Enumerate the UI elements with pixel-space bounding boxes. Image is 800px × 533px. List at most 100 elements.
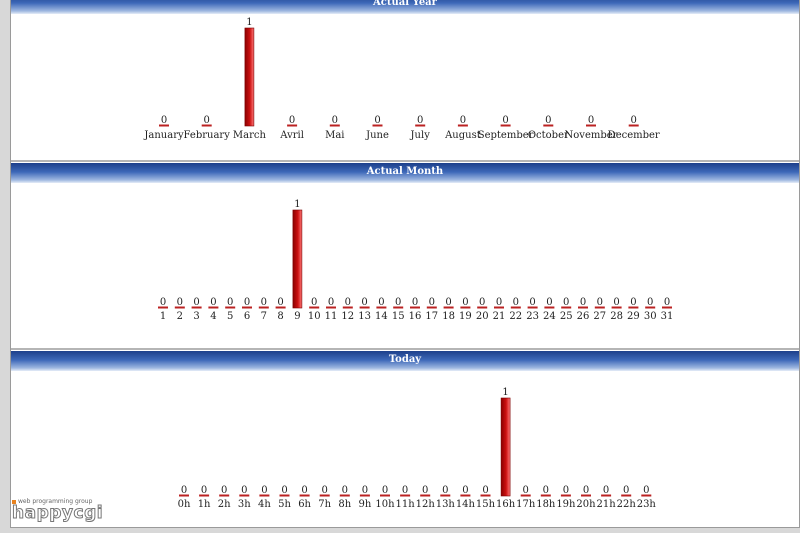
chart-today-value-label: 0 bbox=[322, 485, 328, 496]
chart-today-bar bbox=[319, 494, 330, 497]
chart-today-bar bbox=[641, 494, 652, 497]
chart-year-bar bbox=[244, 27, 255, 127]
chart-month-bar bbox=[393, 306, 404, 309]
chart-month-value-label: 0 bbox=[647, 297, 653, 308]
chart-today-bar bbox=[601, 494, 612, 497]
chart-year-category-label: Mai bbox=[325, 130, 344, 141]
chart-month-bar bbox=[611, 306, 622, 309]
chart-month-value-label: 0 bbox=[210, 297, 216, 308]
chart-month-category-label: 16 bbox=[409, 311, 422, 322]
chart-year-category-label: November bbox=[565, 130, 618, 141]
chart-month-value-label: 0 bbox=[227, 297, 233, 308]
happycgi-logo: web programming group happycgi bbox=[11, 498, 122, 526]
chart-month-value-label: 0 bbox=[277, 297, 283, 308]
chart-month-category-label: 14 bbox=[375, 311, 388, 322]
chart-month-category-label: 3 bbox=[193, 311, 199, 322]
chart-year-category-label: December bbox=[608, 130, 660, 141]
chart-today-category-label: 21h bbox=[597, 499, 617, 510]
chart-year-value-label: 0 bbox=[631, 115, 637, 126]
chart-month-value-label: 0 bbox=[378, 297, 384, 308]
chart-month-value-label: 1 bbox=[294, 199, 300, 210]
chart-month-category-label: 19 bbox=[459, 311, 472, 322]
logo-tagline-text: web programming group bbox=[18, 498, 93, 505]
chart-month-bar bbox=[426, 306, 437, 309]
chart-month-category-label: 31 bbox=[661, 311, 674, 322]
chart-today-bar bbox=[420, 494, 431, 497]
chart-month-category-label: 9 bbox=[294, 311, 300, 322]
chart-month-value-label: 0 bbox=[345, 297, 351, 308]
chart-month-bar bbox=[628, 306, 639, 309]
chart-year-bar bbox=[415, 124, 426, 127]
chart-month-value-label: 0 bbox=[479, 297, 485, 308]
chart-today-bar bbox=[400, 494, 411, 497]
chart-year-bar bbox=[372, 124, 383, 127]
chart-today-category-label: 16h bbox=[496, 499, 516, 510]
chart-year-bar bbox=[329, 124, 340, 127]
chart-today-category-label: 1h bbox=[198, 499, 211, 510]
chart-today-value-label: 0 bbox=[362, 485, 368, 496]
chart-month-value-label: 0 bbox=[412, 297, 418, 308]
chart-actual-year: 0 January 0 February 1 March 0 Avril 0 Mai 0 June 0 J… bbox=[143, 17, 660, 141]
chart-month-bar bbox=[443, 306, 454, 309]
chart-month-category-label: 10 bbox=[308, 311, 321, 322]
chart-year-value-label: 0 bbox=[332, 115, 338, 126]
chart-year-value-label: 0 bbox=[502, 115, 508, 126]
chart-month-bar bbox=[594, 306, 605, 309]
chart-today-category-label: 8h bbox=[338, 499, 351, 510]
chart-today-value-label: 0 bbox=[402, 485, 408, 496]
chart-today-value-label: 0 bbox=[301, 485, 307, 496]
chart-today-bar bbox=[279, 494, 290, 497]
chart-month-value-label: 0 bbox=[193, 297, 199, 308]
chart-today-value-label: 0 bbox=[442, 485, 448, 496]
chart-today-value-label: 0 bbox=[603, 485, 609, 496]
chart-today-value-label: 0 bbox=[342, 485, 348, 496]
stats-frame: Actual Year 0 January 0 February 1 March 0 Avri… bbox=[10, 0, 800, 528]
chart-year-bar bbox=[457, 124, 468, 127]
chart-month-bar bbox=[510, 306, 521, 309]
chart-today-bar bbox=[560, 494, 571, 497]
chart-today-category-label: 0h bbox=[178, 499, 191, 510]
chart-today-value-label: 0 bbox=[181, 485, 187, 496]
chart-year-value-label: 0 bbox=[460, 115, 466, 126]
chart-month-category-label: 7 bbox=[261, 311, 267, 322]
chart-month-bar bbox=[494, 306, 504, 309]
chart-month-bar bbox=[258, 306, 269, 309]
chart-year-category-label: September bbox=[478, 130, 534, 141]
chart-today-category-label: 2h bbox=[218, 499, 231, 510]
chart-today-bar bbox=[621, 494, 632, 497]
chart-month-category-label: 23 bbox=[526, 311, 539, 322]
chart-month-bar bbox=[309, 306, 320, 309]
divider bbox=[11, 160, 799, 162]
chart-today-bar bbox=[219, 494, 230, 497]
logo-tagline: web programming group bbox=[12, 498, 92, 505]
chart-today-bar bbox=[540, 494, 551, 497]
chart-year-value-label: 0 bbox=[289, 115, 295, 126]
chart-today-category-label: 15h bbox=[476, 499, 496, 510]
header-actual-year: Actual Year bbox=[11, 0, 799, 14]
chart-year-category-label: October bbox=[528, 130, 569, 141]
chart-today-category-label: 7h bbox=[318, 499, 331, 510]
divider bbox=[11, 348, 799, 350]
chart-month-value-label: 0 bbox=[328, 297, 334, 308]
chart-today-value-label: 0 bbox=[482, 485, 488, 496]
chart-month-category-label: 28 bbox=[610, 311, 623, 322]
chart-month-category-label: 29 bbox=[627, 311, 640, 322]
chart-today-value-label: 0 bbox=[241, 485, 247, 496]
chart-year-category-label: February bbox=[184, 130, 231, 141]
chart-today-category-label: 5h bbox=[278, 499, 291, 510]
chart-month-category-label: 30 bbox=[644, 311, 657, 322]
chart-today-bar bbox=[581, 494, 591, 497]
header-today: Today bbox=[11, 351, 799, 371]
chart-today-value-label: 0 bbox=[543, 485, 549, 496]
chart-month-value-label: 0 bbox=[613, 297, 619, 308]
chart-month-bar bbox=[561, 306, 572, 309]
chart-today-bar bbox=[339, 494, 350, 497]
chart-actual-month: 0102030405060708190100110120130140150160… bbox=[158, 199, 674, 322]
chart-month-bar bbox=[158, 306, 168, 309]
chart-month-bar bbox=[359, 306, 370, 309]
chart-today-bar bbox=[359, 494, 370, 497]
chart-year-bar bbox=[201, 124, 212, 127]
chart-month-value-label: 0 bbox=[244, 297, 250, 308]
chart-month-category-label: 13 bbox=[358, 311, 371, 322]
chart-month-value-label: 0 bbox=[395, 297, 401, 308]
